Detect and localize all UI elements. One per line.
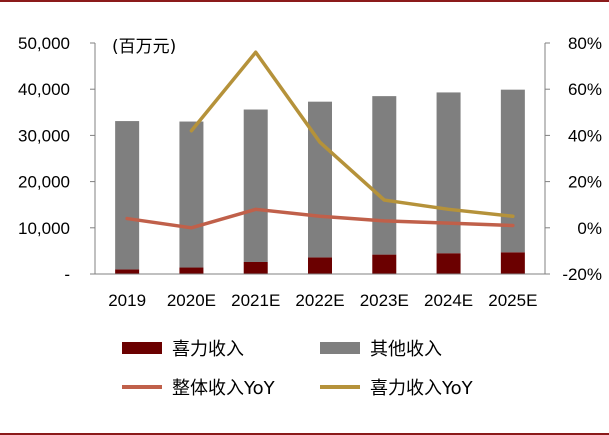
left-tick-label: 40,000 <box>18 80 70 99</box>
bars-group <box>115 89 525 274</box>
bar-other-2021E <box>243 109 268 262</box>
bar-other-2022E <box>308 101 332 258</box>
left-tick-label: 20,000 <box>18 173 70 192</box>
left-tick-label: 30,000 <box>18 126 70 145</box>
right-tick-label: -20% <box>562 265 602 284</box>
x-tick-label: 2019 <box>108 291 146 310</box>
bar-xili-2022E <box>308 257 332 274</box>
left-tick-label: 10,000 <box>18 219 70 238</box>
left-tick-label: - <box>64 265 70 284</box>
bar-other-2025E <box>500 89 525 253</box>
x-tick-label: 2025E <box>488 291 537 310</box>
right-tick-label: 40% <box>568 126 602 145</box>
right-tick-label: 0% <box>577 219 602 238</box>
right-tick-label: 20% <box>568 173 602 192</box>
bar-xili-2021E <box>243 261 268 274</box>
bar-other-2024E <box>436 92 461 254</box>
bar-xili-2023E <box>372 254 397 274</box>
bar-other-2019 <box>115 121 140 270</box>
lines-group <box>125 50 515 230</box>
bar-xili-2024E <box>436 253 461 274</box>
bar-other-2023E <box>372 96 397 255</box>
x-tick-label: 2024E <box>424 291 473 310</box>
line-total-yoy <box>125 207 515 230</box>
line-xili-yoy <box>189 50 515 218</box>
x-tick-label: 2021E <box>231 291 280 310</box>
bar-xili-2020E <box>179 267 204 274</box>
bottom-border <box>0 433 609 435</box>
x-tick-label: 2022E <box>295 291 344 310</box>
bar-xili-2019 <box>115 269 140 274</box>
right-tick-label: 80% <box>568 34 602 53</box>
top-border <box>0 0 609 2</box>
right-tick-label: 60% <box>568 80 602 99</box>
unit-label: (百万元) <box>112 37 176 57</box>
bar-xili-2025E <box>500 252 525 274</box>
x-tick-label: 2023E <box>360 291 409 310</box>
bar-other-2020E <box>179 121 204 268</box>
axes-group: - 10,000 20,000 30,000 40,000 50,000 -20% 0% 20%… <box>18 34 602 310</box>
x-tick-label: 2020E <box>167 291 216 310</box>
left-tick-label: 50,000 <box>18 34 70 53</box>
